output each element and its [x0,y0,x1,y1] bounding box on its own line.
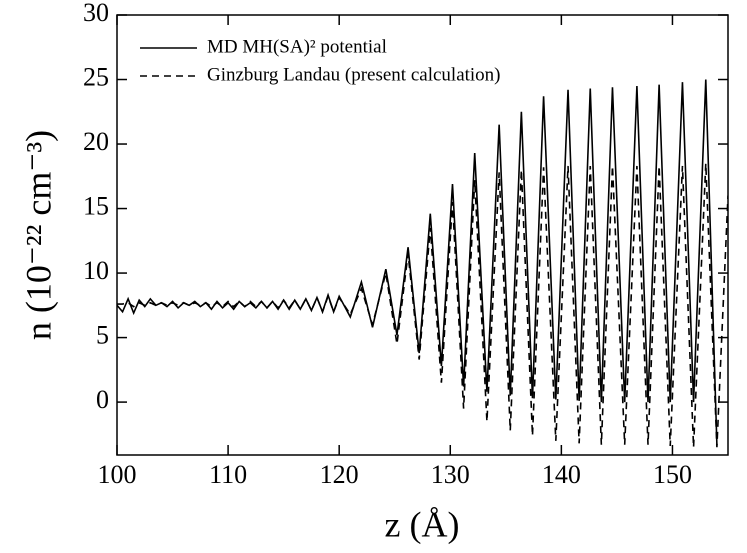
x-tick-label: 110 [209,460,247,489]
x-tick-label: 130 [431,460,470,489]
y-tick-label: 0 [96,385,109,414]
x-tick-label: 150 [653,460,692,489]
x-tick-label: 120 [320,460,359,489]
y-tick-label: 30 [83,0,109,27]
y-tick-label: 15 [83,192,109,221]
y-tick-label: 25 [83,62,109,91]
x-axis-label: z (Å) [385,504,460,544]
series-line [117,163,728,448]
plot-frame [116,14,729,456]
series-line [117,79,718,445]
y-tick-label: 10 [83,256,109,285]
y-tick-label: 20 [83,127,109,156]
y-axis-label: n (10⁻²² cm⁻³) [18,130,58,340]
x-tick-label: 100 [98,460,137,489]
x-tick-label: 140 [542,460,581,489]
legend-label: MD MH(SA)² potential [207,36,387,57]
y-tick-label: 5 [96,321,109,350]
legend-label: Ginzburg Landau (present calculation) [207,64,501,85]
